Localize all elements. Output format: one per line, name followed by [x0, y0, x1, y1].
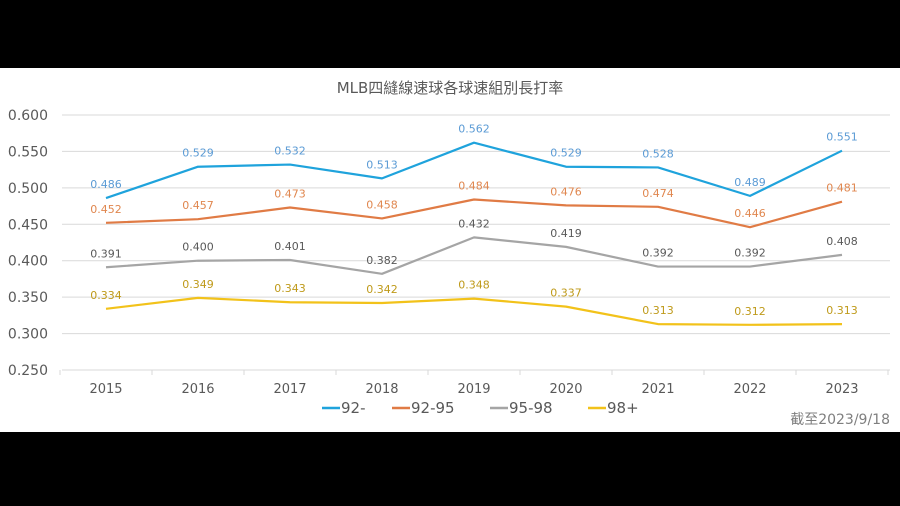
- data-labels: 0.486 0.529 0.532 0.513 0.562 0.529 0.528 0.489…: [90, 123, 858, 318]
- data-label: 0.343: [274, 282, 306, 295]
- data-label: 0.484: [458, 180, 490, 193]
- x-tick-label: 2019: [457, 382, 490, 397]
- data-label: 0.401: [274, 240, 306, 253]
- series-lines: [105, 141, 843, 326]
- data-label: 0.473: [274, 188, 306, 201]
- data-label: 0.513: [366, 158, 398, 171]
- x-axis: 2015 2016 2017 2018 2019 2020 2021 2022 2023: [59, 370, 889, 397]
- legend-item: 98+: [607, 399, 639, 417]
- series-line-98+: [105, 296, 843, 326]
- y-axis: 0.600 0.550 0.500 0.450 0.400 0.350 0.300 0.250: [8, 108, 48, 379]
- data-label: 0.476: [550, 185, 582, 198]
- y-tick-label: 0.350: [8, 290, 48, 306]
- y-tick-label: 0.600: [8, 108, 48, 124]
- data-label: 0.334: [90, 289, 122, 302]
- data-label: 0.457: [182, 199, 214, 212]
- date-note: 截至2023/9/18: [790, 412, 890, 428]
- data-label: 0.458: [366, 198, 398, 211]
- data-label: 0.474: [642, 187, 674, 200]
- y-tick-label: 0.500: [8, 181, 48, 197]
- data-label: 0.348: [458, 279, 490, 292]
- data-label: 0.489: [734, 176, 766, 189]
- data-label: 0.391: [90, 247, 122, 260]
- data-label: 0.432: [458, 217, 490, 230]
- x-tick-label: 2020: [549, 382, 582, 397]
- x-tick-label: 2015: [89, 382, 122, 397]
- x-tick-label: 2018: [365, 382, 398, 397]
- line-chart: MLB四縫線速球各球速組別長打率 0.600 0.550 0.500 0.450 0.4…: [8, 79, 890, 428]
- y-tick-label: 0.400: [8, 254, 48, 270]
- y-tick-label: 0.450: [8, 217, 48, 233]
- data-label: 0.562: [458, 123, 490, 136]
- series-line-92-95: [105, 198, 843, 229]
- x-tick-label: 2021: [641, 382, 674, 397]
- data-label: 0.392: [642, 247, 674, 260]
- legend: 92- 92-95 95-98 98+: [322, 399, 639, 417]
- data-label: 0.313: [642, 304, 674, 317]
- data-label: 0.529: [550, 147, 582, 160]
- x-tick-label: 2023: [825, 382, 858, 397]
- data-label: 0.349: [182, 278, 214, 291]
- data-label: 0.400: [182, 241, 214, 254]
- data-label: 0.392: [734, 247, 766, 260]
- data-label: 0.342: [366, 283, 398, 296]
- data-label: 0.481: [826, 182, 858, 195]
- x-tick-label: 2022: [733, 382, 766, 397]
- y-tick-label: 0.550: [8, 144, 48, 160]
- data-label: 0.382: [366, 254, 398, 267]
- x-tick-label: 2017: [273, 382, 306, 397]
- y-tick-label: 0.300: [8, 327, 48, 343]
- legend-item: 92-: [341, 399, 366, 417]
- data-label: 0.452: [90, 203, 122, 216]
- data-label: 0.312: [734, 305, 766, 318]
- data-label: 0.446: [734, 207, 766, 220]
- x-tick-label: 2016: [181, 382, 214, 397]
- data-label: 0.532: [274, 145, 306, 158]
- data-label: 0.419: [550, 227, 582, 240]
- data-label: 0.408: [826, 235, 858, 248]
- data-label: 0.313: [826, 304, 858, 317]
- series-line-92-: [105, 141, 843, 200]
- legend-item: 92-95: [411, 399, 455, 417]
- data-label: 0.551: [826, 131, 858, 144]
- data-label: 0.337: [550, 287, 582, 300]
- series-line-95-98: [105, 236, 843, 275]
- chart-panel: MLB四縫線速球各球速組別長打率 0.600 0.550 0.500 0.450 0.4…: [0, 68, 900, 432]
- y-tick-label: 0.250: [8, 363, 48, 379]
- chart-title: MLB四縫線速球各球速組別長打率: [337, 79, 564, 97]
- data-label: 0.486: [90, 178, 122, 191]
- legend-item: 95-98: [509, 399, 553, 417]
- data-label: 0.529: [182, 147, 214, 160]
- data-label: 0.528: [642, 147, 674, 160]
